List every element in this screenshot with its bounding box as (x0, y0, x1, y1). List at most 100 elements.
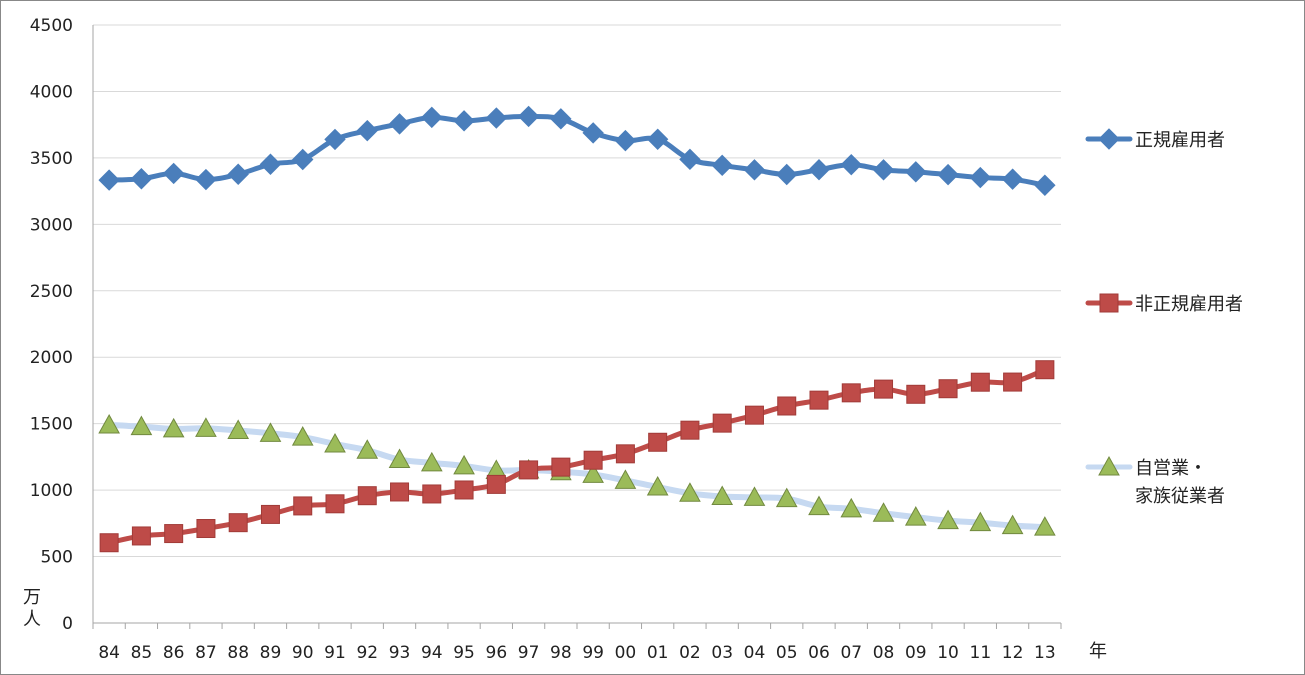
data-point (260, 504, 280, 524)
data-point (904, 506, 927, 526)
data-point (937, 509, 959, 530)
data-point (969, 166, 992, 189)
data-point (291, 426, 314, 446)
data-point (227, 163, 249, 185)
x-tick-label: 87 (195, 643, 217, 663)
data-point (98, 169, 120, 191)
data-point (388, 113, 411, 135)
data-point (969, 511, 992, 532)
y-tick-label: 4000 (30, 82, 73, 102)
x-tick-label: 11 (970, 643, 992, 663)
data-point (485, 107, 508, 129)
data-point (324, 128, 346, 151)
data-point (809, 390, 829, 410)
data-point (98, 413, 120, 434)
data-point (646, 476, 669, 496)
data-point (162, 417, 185, 438)
x-tick-label: 05 (776, 643, 798, 663)
data-point (776, 163, 798, 186)
x-tick-label: 02 (679, 643, 701, 663)
data-point (228, 513, 248, 533)
x-tick-label: 97 (518, 643, 540, 663)
data-point (777, 396, 797, 416)
data-point (390, 482, 410, 502)
data-point (517, 105, 540, 128)
legend-label: 非正規雇用者 (1135, 294, 1243, 315)
data-point (325, 494, 345, 514)
data-point (99, 533, 119, 553)
data-point (937, 163, 959, 186)
data-point (453, 454, 475, 475)
data-point (775, 487, 798, 508)
x-tick-label: 94 (421, 643, 443, 663)
data-point (227, 419, 250, 439)
data-point (162, 162, 185, 185)
x-tick-label: 90 (292, 643, 314, 663)
x-tick-label: 96 (486, 643, 508, 663)
y-axis-label: 万 (23, 587, 41, 608)
y-tick-label: 500 (41, 548, 73, 568)
data-point (1034, 516, 1056, 536)
series-square (99, 360, 1055, 553)
x-tick-labels: 84 85 86 87 88 89 90 91 92 93 94 95 96 97 98 99 00 01 02 03… (98, 643, 1055, 663)
data-point (420, 451, 443, 472)
data-point (743, 159, 766, 181)
legend-label: 自営業・ (1135, 458, 1207, 479)
legend-item: 正規雇用者 (1085, 128, 1225, 151)
legend-item: 自営業・家族従業者 (1085, 455, 1225, 507)
data-point (646, 128, 669, 150)
data-point (711, 154, 733, 177)
x-tick-label: 93 (389, 643, 411, 663)
x-tick-label: 91 (324, 643, 346, 663)
data-point (324, 432, 346, 453)
data-point (519, 460, 539, 480)
data-point (130, 415, 153, 436)
data-point (1034, 174, 1056, 196)
legend-marker (1098, 128, 1120, 150)
data-point (1001, 168, 1024, 190)
data-point (840, 153, 862, 176)
y-axis-label: 人 (23, 609, 41, 630)
series-diamond (98, 105, 1056, 196)
data-point (582, 122, 604, 144)
axis-labels: 万人年 (23, 587, 1107, 662)
data-point (679, 482, 701, 502)
data-point (938, 379, 958, 399)
y-tick-label: 4500 (30, 16, 73, 36)
data-point (130, 168, 153, 190)
x-axis-label: 年 (1089, 641, 1107, 662)
data-point (906, 384, 926, 404)
data-point (356, 439, 379, 459)
data-point (712, 413, 732, 433)
data-point (614, 469, 637, 489)
data-point (388, 448, 411, 469)
x-tick-label: 00 (615, 643, 637, 663)
gridlines (93, 24, 1061, 558)
data-point (486, 474, 506, 494)
y-tick-label: 0 (62, 614, 73, 634)
x-tick-label: 85 (131, 643, 153, 663)
data-point (874, 379, 894, 399)
series-line (106, 421, 1048, 531)
x-tick-label: 84 (98, 643, 120, 663)
data-point (614, 129, 637, 152)
data-point (421, 106, 443, 129)
x-tick-label: 98 (550, 643, 572, 663)
data-point (259, 422, 282, 442)
x-tick-label: 86 (163, 643, 185, 663)
data-point (1003, 372, 1023, 392)
x-tick-label: 13 (1034, 643, 1056, 663)
data-point (872, 159, 895, 181)
x-tick-label: 09 (905, 643, 927, 663)
series-lines (98, 105, 1056, 553)
data-point (453, 110, 475, 132)
x-tick-label: 10 (937, 643, 959, 663)
y-tick-label: 2500 (30, 282, 73, 302)
legend-label: 正規雇用者 (1135, 130, 1225, 151)
data-point (196, 519, 216, 539)
data-point (808, 495, 830, 516)
data-point (841, 383, 861, 403)
x-tick-label: 01 (647, 643, 669, 663)
